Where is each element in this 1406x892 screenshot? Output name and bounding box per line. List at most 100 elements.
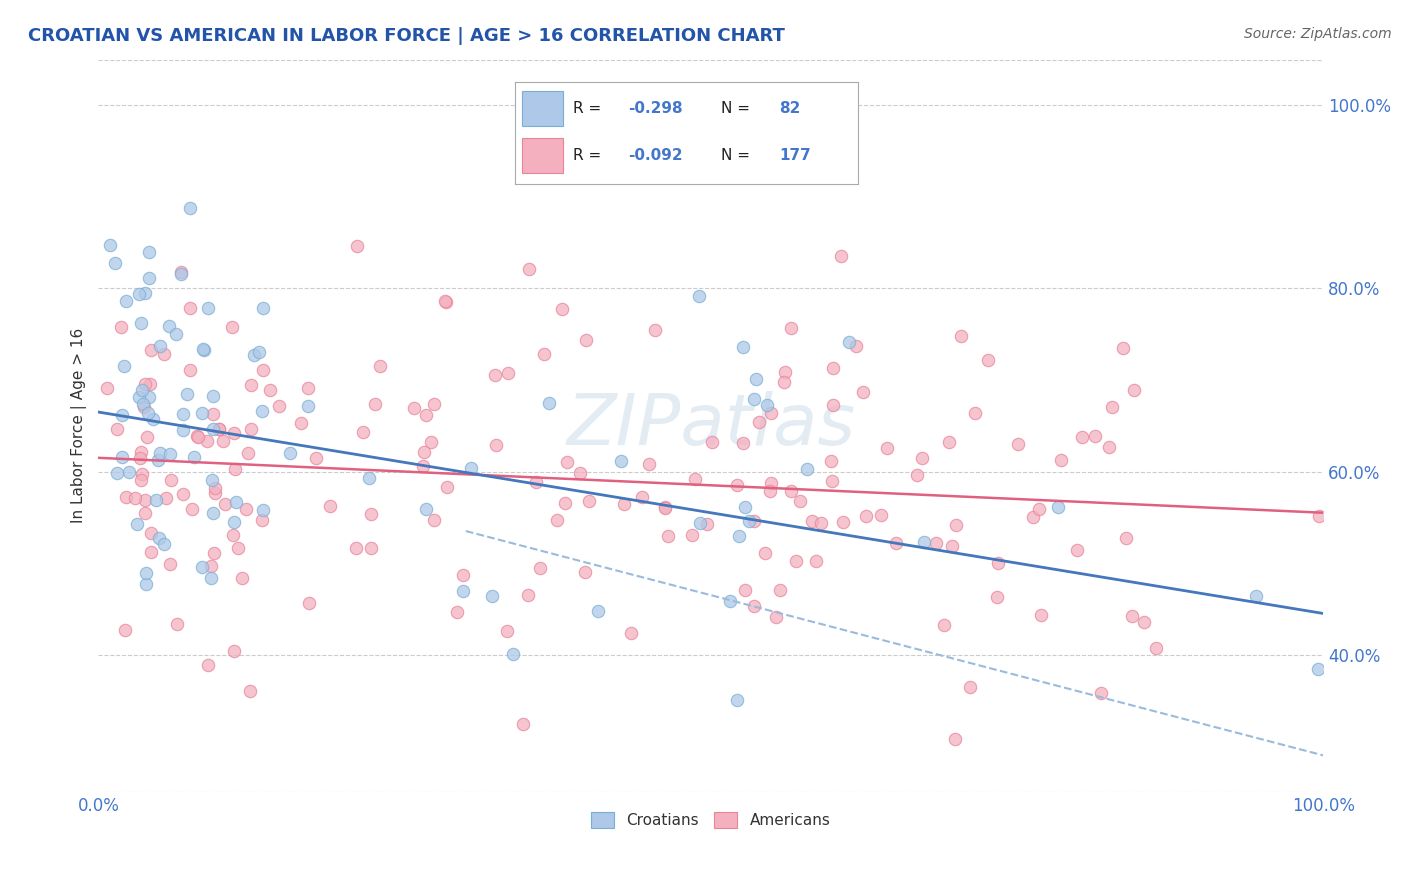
Point <box>855 508 877 523</box>
Point <box>183 450 205 464</box>
Point <box>932 617 955 632</box>
Point <box>696 517 718 532</box>
Point <box>838 335 860 350</box>
Point <box>529 561 551 575</box>
Point <box>433 294 456 309</box>
Point <box>496 366 519 380</box>
Point <box>1090 686 1112 700</box>
Point <box>796 462 818 476</box>
Point <box>267 399 290 413</box>
Point <box>139 526 162 541</box>
Point <box>460 461 482 475</box>
Point <box>434 294 457 309</box>
Point <box>1028 501 1050 516</box>
Point <box>134 506 156 520</box>
Point <box>125 516 148 531</box>
Point <box>124 491 146 505</box>
Point <box>759 475 782 490</box>
Point <box>357 471 380 485</box>
Point <box>211 434 233 448</box>
Point <box>138 270 160 285</box>
Point <box>352 425 374 439</box>
Point <box>202 389 225 403</box>
Point <box>820 454 842 468</box>
Point <box>546 513 568 527</box>
Point <box>884 536 907 550</box>
Point <box>344 541 367 555</box>
Point <box>135 576 157 591</box>
Point <box>804 554 827 568</box>
Point <box>912 535 935 549</box>
Point <box>181 501 204 516</box>
Point <box>142 412 165 426</box>
Point <box>941 539 963 553</box>
Point <box>114 359 136 373</box>
Point <box>685 472 707 486</box>
Point <box>631 490 654 504</box>
Point <box>235 502 257 516</box>
Point <box>554 496 576 510</box>
Point <box>128 286 150 301</box>
Point <box>657 529 679 543</box>
Point <box>423 396 446 410</box>
Point <box>852 385 875 400</box>
Point <box>702 435 724 450</box>
Text: Source: ZipAtlas.com: Source: ZipAtlas.com <box>1244 27 1392 41</box>
Point <box>734 500 756 514</box>
Point <box>610 454 633 468</box>
Point <box>169 268 191 282</box>
Point <box>734 583 756 598</box>
Point <box>105 466 128 480</box>
Point <box>231 571 253 585</box>
Point <box>250 404 273 418</box>
Point <box>654 500 676 514</box>
Point <box>204 481 226 495</box>
Point <box>637 458 659 472</box>
Point <box>118 466 141 480</box>
Point <box>252 502 274 516</box>
Point <box>240 378 263 392</box>
Point <box>1112 342 1135 356</box>
Point <box>821 360 844 375</box>
Point <box>252 301 274 315</box>
Point <box>172 487 194 501</box>
Point <box>876 442 898 456</box>
Point <box>179 301 201 316</box>
Point <box>186 428 208 442</box>
Point <box>689 516 711 530</box>
Point <box>243 348 266 362</box>
Point <box>613 497 636 511</box>
Point <box>224 515 246 529</box>
Point <box>780 484 803 499</box>
Point <box>451 568 474 582</box>
Point <box>1132 615 1154 629</box>
Point <box>239 684 262 698</box>
Point <box>1007 436 1029 450</box>
Point <box>986 590 1008 604</box>
Point <box>412 445 434 459</box>
Point <box>415 501 437 516</box>
Point <box>111 450 134 464</box>
Point <box>134 286 156 301</box>
Point <box>98 238 121 252</box>
Point <box>742 599 765 613</box>
Point <box>129 445 152 459</box>
Point <box>129 473 152 487</box>
Point <box>360 541 382 555</box>
Point <box>533 347 555 361</box>
Point <box>111 408 134 422</box>
Point <box>176 387 198 401</box>
Point <box>821 474 844 488</box>
Point <box>688 289 710 303</box>
Point <box>138 244 160 259</box>
Point <box>165 327 187 342</box>
Point <box>208 422 231 436</box>
Point <box>105 422 128 436</box>
Point <box>200 558 222 573</box>
Point <box>204 486 226 500</box>
Point <box>132 400 155 414</box>
Point <box>96 381 118 395</box>
Legend: Croatians, Americans: Croatians, Americans <box>583 805 838 836</box>
Text: ZIPatlas: ZIPatlas <box>567 392 855 460</box>
Point <box>727 529 749 543</box>
